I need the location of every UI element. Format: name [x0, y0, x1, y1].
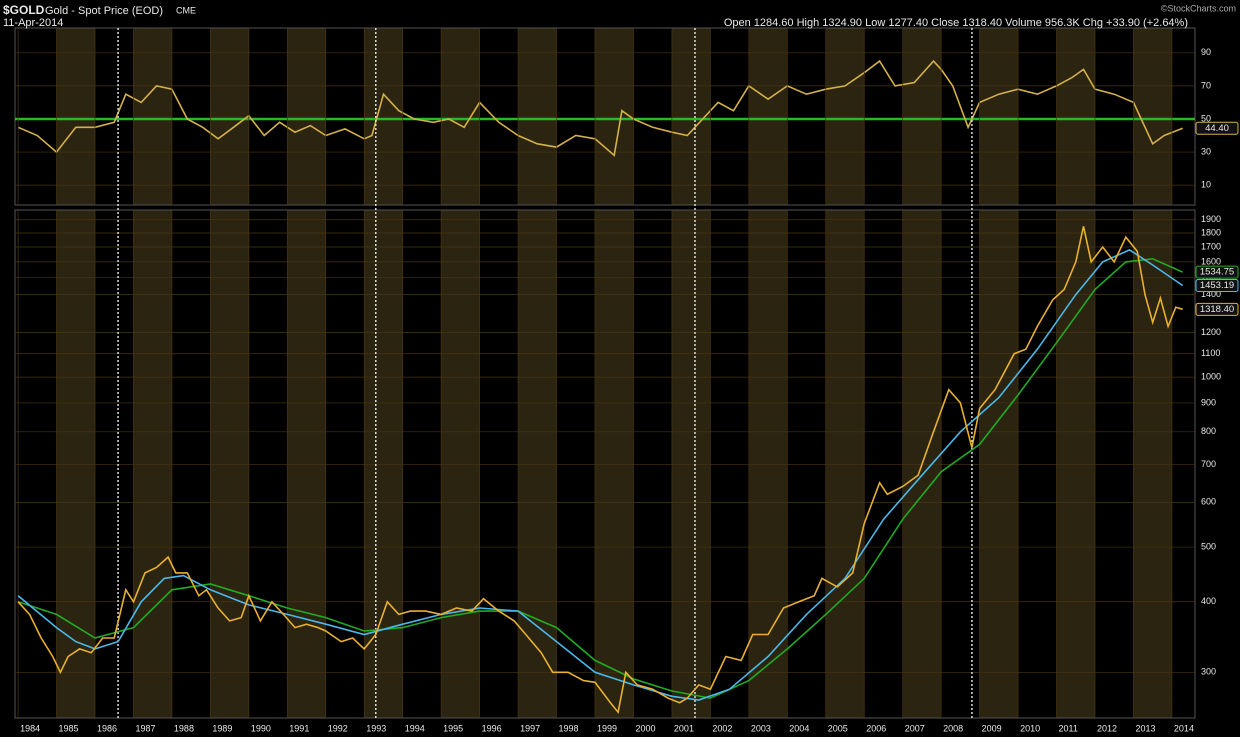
value-marker-label: 44.40 [1205, 123, 1229, 134]
y-tick-label: 700 [1201, 459, 1216, 469]
x-tick-label: 1990 [251, 723, 271, 733]
price-line [17, 226, 1183, 715]
y-tick-label: 1100 [1201, 348, 1220, 358]
year-band [287, 28, 326, 205]
year-band [825, 210, 865, 718]
y-tick-label: 10 [1201, 180, 1211, 190]
x-tick-label: 2001 [674, 723, 694, 733]
instrument-name: Gold - Spot Price (EOD) [45, 5, 163, 17]
quote: Open 1284.60 High 1324.90 Low 1277.40 Cl… [724, 17, 1188, 29]
year-band [671, 210, 711, 718]
year-band [364, 28, 403, 205]
y-tick-label: 50 [1201, 113, 1211, 123]
y-tick-label: 1000 [1201, 371, 1221, 381]
x-tick-label: 1989 [212, 723, 232, 733]
x-tick-label: 2006 [866, 723, 886, 733]
x-tick-label: 1984 [20, 723, 40, 733]
year-band [1133, 210, 1172, 718]
x-tick-label: 2007 [905, 723, 925, 733]
y-tick-label: 1200 [1201, 327, 1221, 337]
x-tick-label: 1987 [135, 723, 155, 733]
x-tick-label: 2010 [1020, 723, 1040, 733]
panel-frame [14, 209, 1196, 719]
plot-layer: 10 30 50 70 90 44.40 300 400 500 600 700 800 900 1000… [14, 27, 1239, 733]
exchange: CME [176, 5, 196, 15]
y-tick-label: 1700 [1201, 241, 1221, 251]
y-tick-label: 70 [1201, 80, 1211, 90]
year-band [133, 210, 172, 718]
x-tick-label: 1998 [559, 723, 579, 733]
year-band [133, 28, 172, 205]
x-tick-label: 2013 [1135, 723, 1155, 733]
year-band [902, 28, 942, 205]
date: 11-Apr-2014 [3, 17, 63, 29]
x-tick-label: 1997 [520, 723, 540, 733]
y-tick-label: 400 [1201, 596, 1216, 606]
x-tick-label: 1988 [174, 723, 194, 733]
value-marker [1195, 121, 1239, 135]
y-tick-label: 1900 [1201, 214, 1221, 224]
x-tick-label: 2008 [943, 723, 963, 733]
x-tick-label: 1999 [597, 723, 617, 733]
x-tick-label: 1985 [59, 723, 79, 733]
x-tick-label: 1995 [443, 723, 463, 733]
year-band [979, 210, 1019, 718]
y-tick-label: 1400 [1201, 289, 1221, 299]
y-tick-label: 900 [1201, 397, 1216, 407]
y-tick-label: 30 [1201, 146, 1211, 156]
y-tick-label: 1600 [1201, 256, 1221, 266]
year-band [441, 210, 480, 718]
x-tick-label: 2005 [828, 723, 848, 733]
year-band [287, 210, 326, 718]
year-band [1056, 28, 1095, 205]
credit: ©StockCharts.com [1161, 3, 1236, 13]
y-tick-label: 600 [1201, 497, 1216, 507]
year-band [210, 210, 249, 718]
year-band [56, 28, 95, 205]
value-marker [1195, 265, 1239, 279]
x-tick-label: 1992 [328, 723, 348, 733]
price-line [17, 59, 1183, 157]
year-band [748, 28, 788, 205]
x-tick-label: 2002 [712, 723, 732, 733]
year-band [979, 28, 1019, 205]
x-tick-label: 1994 [405, 723, 425, 733]
x-tick-label: 2003 [751, 723, 771, 733]
value-marker [1195, 278, 1239, 292]
year-band [1056, 210, 1095, 718]
y-tick-label: 500 [1201, 541, 1216, 551]
x-tick-label: 1991 [289, 723, 309, 733]
x-tick-label: 1996 [482, 723, 502, 733]
year-band [210, 28, 249, 205]
value-marker-label: 1453.19 [1200, 280, 1234, 291]
year-band [441, 28, 480, 205]
x-tick-label: 2009 [982, 723, 1002, 733]
price-line [17, 257, 1184, 699]
value-marker-label: 1318.40 [1200, 304, 1234, 315]
y-tick-label: 90 [1201, 47, 1211, 57]
year-band [595, 210, 634, 718]
x-tick-label: 1993 [366, 723, 386, 733]
year-band [518, 210, 557, 718]
y-tick-label: 800 [1201, 426, 1216, 436]
value-marker [1195, 302, 1239, 316]
year-band [595, 28, 634, 205]
year-band [518, 28, 557, 205]
panel-frame [14, 27, 1196, 206]
x-tick-label: 2012 [1097, 723, 1117, 733]
x-tick-label: 2011 [1059, 723, 1078, 733]
value-marker-label: 1534.75 [1200, 267, 1234, 278]
x-tick-label: 2014 [1174, 723, 1194, 733]
x-tick-label: 2000 [635, 723, 655, 733]
year-band [825, 28, 865, 205]
price-line [17, 248, 1184, 701]
symbol: $GOLD [3, 3, 45, 17]
x-tick-label: 1986 [97, 723, 117, 733]
x-tick-label: 2004 [789, 723, 809, 733]
y-tick-label: 1800 [1201, 227, 1221, 237]
y-tick-label: 300 [1201, 667, 1216, 677]
